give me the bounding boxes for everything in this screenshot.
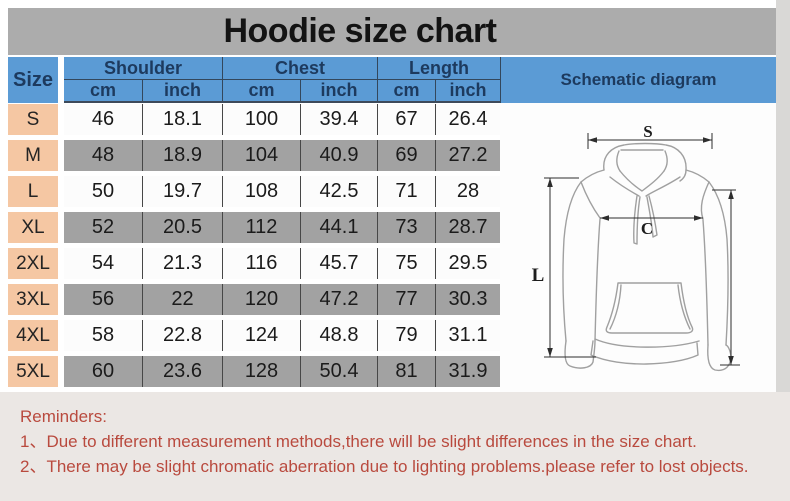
table-cell: 56 — [64, 284, 142, 315]
header-group-chest: Chest — [222, 57, 377, 80]
table-cell: 27.2 — [435, 140, 500, 171]
table-cell: 22.8 — [142, 320, 222, 351]
table-cell: 26.4 — [435, 104, 500, 135]
page-title: Hoodie size chart — [223, 12, 497, 50]
table-cell: 21.3 — [142, 248, 222, 279]
size-label: 2XL — [8, 248, 58, 279]
table-cell: 40.9 — [300, 140, 377, 171]
table-cell: 73 — [377, 212, 435, 243]
table-cell: 104 — [222, 140, 300, 171]
table-cell: 47.2 — [300, 284, 377, 315]
table-row-5xl: 5XL 60 23.6 128 50.4 81 31.9 — [8, 356, 500, 387]
table-cell: 18.9 — [142, 140, 222, 171]
header-unit-shoulder-cm: cm — [64, 80, 142, 101]
reminders-heading: Reminders: — [20, 407, 107, 426]
size-label: 3XL — [8, 284, 58, 315]
table-cell: 81 — [377, 356, 435, 387]
table-row-4xl: 4XL 58 22.8 124 48.8 79 31.1 — [8, 320, 500, 351]
hoodie-schematic-drawing: S C L — [532, 122, 740, 372]
header-group-row: Shoulder Chest Length — [64, 57, 500, 80]
right-edge-strip — [776, 0, 790, 392]
table-cell: 75 — [377, 248, 435, 279]
header-unit-row: cm inch cm inch cm inch — [64, 80, 500, 103]
table-cell: 124 — [222, 320, 300, 351]
length-dimension-label: L — [532, 265, 545, 286]
reminder-item-1: 1、Due to different measurement methods,t… — [20, 432, 697, 451]
size-label: S — [8, 104, 58, 135]
header-group-shoulder: Shoulder — [64, 57, 222, 80]
chest-dimension-label: C — [641, 219, 653, 238]
reminder-item-2: 2、There may be slight chromatic aberrati… — [20, 457, 749, 476]
table-cell: 19.7 — [142, 176, 222, 207]
table-cell: 18.1 — [142, 104, 222, 135]
dimension-lines: S C L — [532, 122, 740, 366]
table-cell: 48 — [64, 140, 142, 171]
table-cell: 50.4 — [300, 356, 377, 387]
table-cell: 45.7 — [300, 248, 377, 279]
header-unit-length-inch: inch — [435, 80, 500, 101]
table-cell: 31.1 — [435, 320, 500, 351]
reminders-band: Reminders: 1、Due to different measuremen… — [0, 392, 790, 501]
header-unit-length-cm: cm — [377, 80, 435, 101]
size-label: XL — [8, 212, 58, 243]
header-size: Size — [8, 57, 58, 103]
table-row-2xl: 2XL 54 21.3 116 45.7 75 29.5 — [8, 248, 500, 279]
table-cell: 100 — [222, 104, 300, 135]
table-cell: 67 — [377, 104, 435, 135]
table-cell: 46 — [64, 104, 142, 135]
table-cell: 120 — [222, 284, 300, 315]
table-cell: 28.7 — [435, 212, 500, 243]
table-row-3xl: 3XL 56 22 120 47.2 77 30.3 — [8, 284, 500, 315]
table-row-xl: XL 52 20.5 112 44.1 73 28.7 — [8, 212, 500, 243]
table-cell: 54 — [64, 248, 142, 279]
table-cell: 60 — [64, 356, 142, 387]
size-label: M — [8, 140, 58, 171]
table-cell: 22 — [142, 284, 222, 315]
table-cell: 28 — [435, 176, 500, 207]
table-cell: 23.6 — [142, 356, 222, 387]
table-cell: 48.8 — [300, 320, 377, 351]
table-cell: 108 — [222, 176, 300, 207]
table-cell: 39.4 — [300, 104, 377, 135]
header-unit-chest-cm: cm — [222, 80, 300, 101]
table-cell: 116 — [222, 248, 300, 279]
table-cell: 77 — [377, 284, 435, 315]
table-cell: 128 — [222, 356, 300, 387]
table-cell: 58 — [64, 320, 142, 351]
table-cell: 69 — [377, 140, 435, 171]
table-cell: 42.5 — [300, 176, 377, 207]
reminders-block: Reminders: 1、Due to different measuremen… — [20, 404, 749, 479]
table-cell: 71 — [377, 176, 435, 207]
table-cell: 112 — [222, 212, 300, 243]
shoulder-dimension-label: S — [643, 122, 652, 141]
table-cell: 31.9 — [435, 356, 500, 387]
title-band: Hoodie size chart — [8, 8, 776, 55]
table-row-m: M 48 18.9 104 40.9 69 27.2 — [8, 140, 500, 171]
size-label: 5XL — [8, 356, 58, 387]
header-unit-chest-inch: inch — [300, 80, 377, 101]
table-cell: 30.3 — [435, 284, 500, 315]
table-cell: 52 — [64, 212, 142, 243]
table-row-l: L 50 19.7 108 42.5 71 28 — [8, 176, 500, 207]
table-cell: 20.5 — [142, 212, 222, 243]
size-label: L — [8, 176, 58, 207]
table-cell: 79 — [377, 320, 435, 351]
schematic-diagram: S C L — [500, 103, 776, 392]
header-schematic-diagram: Schematic diagram — [500, 57, 776, 103]
header-group-length: Length — [377, 57, 500, 80]
size-table-body: S 46 18.1 100 39.4 67 26.4 M 48 18.9 104… — [8, 104, 500, 392]
table-cell: 44.1 — [300, 212, 377, 243]
size-label: 4XL — [8, 320, 58, 351]
header-unit-shoulder-inch: inch — [142, 80, 222, 101]
table-row-s: S 46 18.1 100 39.4 67 26.4 — [8, 104, 500, 135]
table-cell: 29.5 — [435, 248, 500, 279]
table-cell: 50 — [64, 176, 142, 207]
